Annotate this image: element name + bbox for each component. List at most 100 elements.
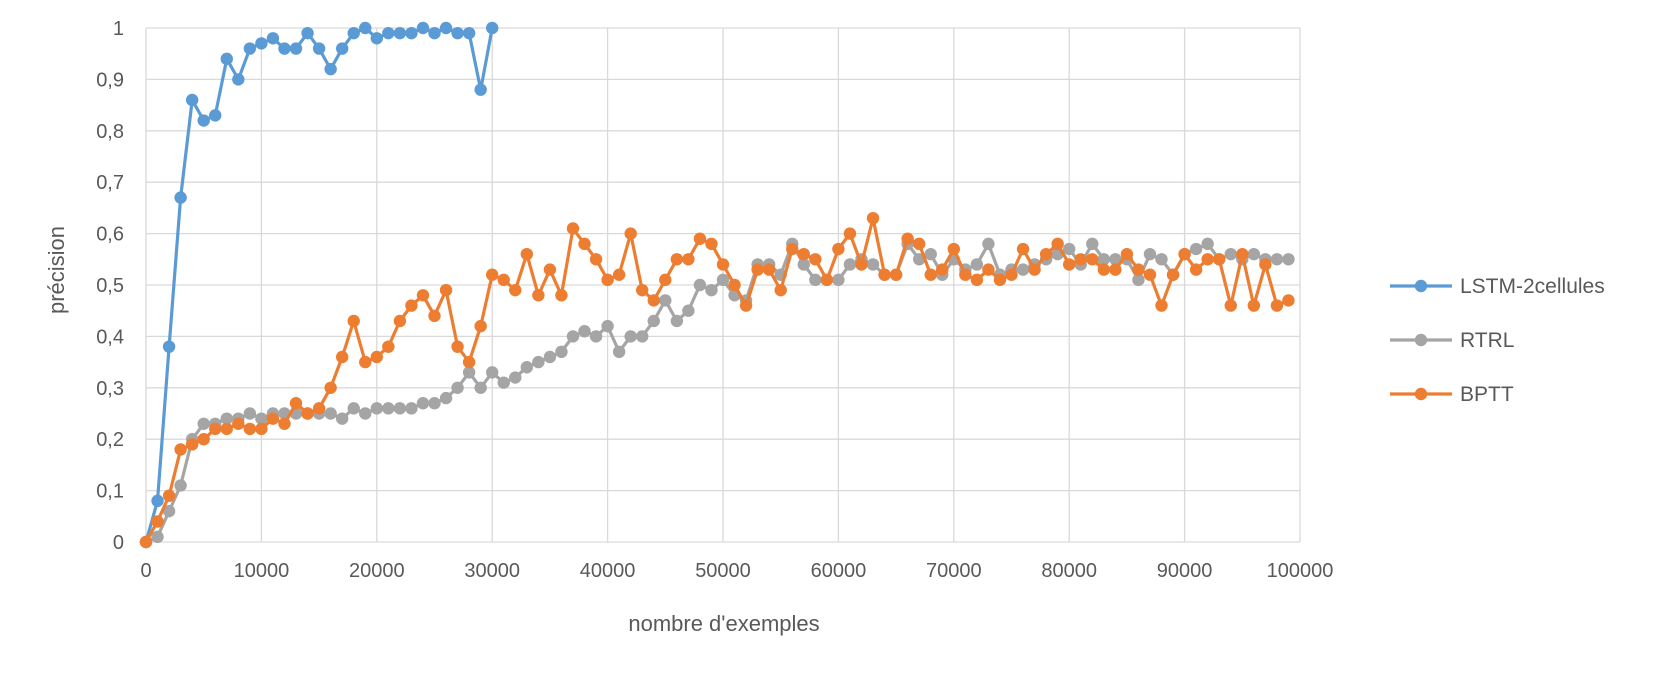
x-tick-label: 100000 bbox=[1267, 560, 1334, 582]
data-point bbox=[1097, 263, 1111, 276]
data-point bbox=[936, 263, 949, 276]
data-point bbox=[624, 330, 637, 343]
data-point bbox=[185, 438, 199, 451]
data-point bbox=[612, 268, 626, 281]
data-point bbox=[762, 263, 776, 276]
data-point bbox=[520, 361, 534, 374]
data-point bbox=[555, 345, 568, 359]
data-point bbox=[1074, 253, 1087, 266]
y-tick-label: 0,8 bbox=[96, 121, 124, 143]
data-point bbox=[370, 402, 383, 415]
data-point bbox=[359, 21, 372, 35]
data-point bbox=[474, 381, 487, 394]
legend-label: RTRL bbox=[1460, 329, 1514, 352]
data-point bbox=[382, 340, 395, 353]
legend-marker bbox=[1414, 279, 1428, 293]
data-point bbox=[624, 227, 637, 240]
data-point bbox=[843, 258, 857, 271]
data-point bbox=[451, 381, 464, 394]
data-point bbox=[993, 273, 1007, 287]
data-point bbox=[405, 26, 418, 40]
x-tick-label: 10000 bbox=[234, 560, 290, 582]
data-point bbox=[162, 489, 176, 502]
data-point bbox=[1143, 247, 1157, 261]
data-point bbox=[405, 299, 418, 312]
data-point bbox=[636, 330, 649, 343]
data-point bbox=[232, 73, 245, 86]
data-point bbox=[601, 319, 614, 333]
data-point bbox=[797, 247, 810, 261]
data-point bbox=[1039, 247, 1053, 261]
data-point bbox=[924, 247, 937, 261]
data-point bbox=[555, 289, 568, 302]
data-point bbox=[462, 355, 476, 369]
data-point bbox=[197, 417, 210, 430]
data-point bbox=[889, 268, 903, 281]
data-point bbox=[370, 32, 383, 45]
y-tick-label: 0,4 bbox=[96, 326, 124, 348]
data-point bbox=[843, 227, 857, 240]
data-point bbox=[659, 273, 672, 287]
series-2 bbox=[139, 211, 1295, 549]
legend-label: LSTM-2cellules bbox=[1460, 275, 1605, 298]
data-point bbox=[566, 330, 580, 343]
data-point bbox=[1213, 253, 1226, 266]
data-point bbox=[278, 42, 291, 55]
data-point bbox=[416, 397, 430, 410]
data-point bbox=[532, 289, 545, 302]
y-tick-label: 0 bbox=[113, 532, 124, 554]
legend-item: BPTT bbox=[1390, 383, 1514, 406]
data-point bbox=[162, 340, 176, 353]
data-point bbox=[1051, 237, 1064, 251]
data-point bbox=[970, 258, 984, 271]
data-point bbox=[786, 242, 799, 256]
y-tick-label: 0,6 bbox=[96, 224, 124, 246]
data-point bbox=[705, 237, 718, 251]
data-point bbox=[1028, 263, 1041, 276]
data-point bbox=[532, 355, 545, 369]
data-point bbox=[739, 299, 753, 312]
x-tick-label: 0 bbox=[140, 560, 151, 582]
x-tick-label: 40000 bbox=[580, 560, 636, 582]
data-point bbox=[1155, 253, 1168, 266]
data-point bbox=[486, 21, 499, 35]
data-point bbox=[924, 268, 937, 281]
data-point bbox=[1086, 237, 1099, 251]
data-point bbox=[1247, 299, 1261, 312]
data-point bbox=[439, 391, 453, 405]
data-point bbox=[509, 283, 522, 297]
data-point bbox=[566, 222, 580, 235]
data-point bbox=[543, 263, 557, 276]
data-point bbox=[301, 26, 314, 40]
y-tick-label: 0,7 bbox=[96, 172, 124, 194]
data-point bbox=[209, 422, 222, 436]
data-point bbox=[797, 258, 810, 271]
y-tick-label: 0,9 bbox=[96, 69, 124, 91]
y-tick-label: 1 bbox=[113, 18, 124, 40]
data-point bbox=[647, 294, 660, 307]
data-point bbox=[151, 494, 164, 508]
data-point bbox=[589, 253, 603, 266]
data-point bbox=[220, 412, 233, 425]
data-point bbox=[439, 283, 453, 297]
data-point bbox=[751, 263, 764, 276]
data-point bbox=[982, 263, 995, 276]
data-point bbox=[1143, 268, 1157, 281]
data-point bbox=[832, 273, 845, 287]
data-point bbox=[324, 62, 337, 76]
data-point bbox=[1270, 253, 1284, 266]
data-point bbox=[474, 83, 487, 96]
data-point bbox=[636, 283, 649, 297]
series-line bbox=[144, 216, 1290, 543]
data-point bbox=[728, 278, 741, 292]
data-point bbox=[659, 294, 672, 307]
data-point bbox=[1166, 268, 1180, 281]
data-point bbox=[1063, 258, 1076, 271]
data-point bbox=[612, 345, 626, 359]
data-point bbox=[416, 21, 430, 35]
data-point bbox=[820, 273, 834, 287]
x-tick-label: 30000 bbox=[464, 560, 520, 582]
data-point bbox=[439, 21, 453, 35]
data-point bbox=[185, 93, 199, 107]
